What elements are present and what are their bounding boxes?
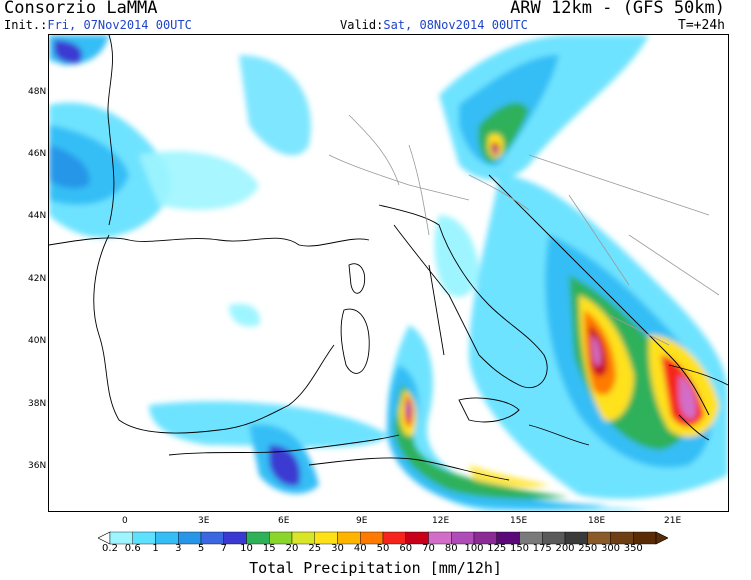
- colorbar-value: 150: [509, 543, 530, 554]
- valid-label: Valid:: [340, 18, 384, 32]
- lon-label: 3E: [198, 516, 210, 526]
- colorbar-value: 40: [353, 543, 367, 554]
- colorbar-value: 3: [175, 543, 182, 554]
- colorbar-value: 25: [308, 543, 322, 554]
- model-title: ARW 12km - (GFS 50km): [510, 0, 725, 18]
- colorbar-value: 10: [240, 543, 253, 554]
- colorbar-value: 50: [376, 543, 390, 554]
- lat-label: 42N: [28, 274, 47, 284]
- colorbar-value: 200: [555, 543, 575, 554]
- colorbar-value: 100: [464, 543, 484, 554]
- valid-value: Sat, 08Nov2014 00UTC: [383, 18, 528, 32]
- colorbar-value: 5: [197, 543, 205, 554]
- coastlines: [49, 35, 728, 481]
- lat-label: 46N: [28, 149, 47, 159]
- init-value: Fri, 07Nov2014 00UTC: [47, 18, 192, 32]
- colorbar-graphic: [97, 531, 669, 545]
- organization-title: Consorzio LaMMA: [4, 0, 158, 18]
- colorbar-label: Total Precipitation [mm/12h]: [249, 559, 502, 577]
- lon-label: 6E: [278, 516, 290, 526]
- colorbar-value: 1: [152, 543, 159, 554]
- colorbar-value: 0.2: [102, 543, 118, 554]
- colorbar-value: 300: [600, 543, 621, 554]
- colorbar-value: 175: [532, 543, 552, 554]
- colorbar-value: 7: [220, 543, 227, 554]
- colorbar-value: 70: [422, 543, 435, 554]
- precipitation-map: [48, 34, 729, 512]
- init-time: Init.:Fri, 07Nov2014 00UTC: [4, 18, 192, 32]
- colorbar-value: 60: [399, 543, 413, 554]
- colorbar-value: 30: [331, 543, 344, 554]
- init-label: Init.:: [4, 18, 48, 32]
- lon-label: 9E: [356, 516, 368, 526]
- lat-label: 36N: [28, 461, 47, 471]
- colorbar-value: 80: [444, 543, 458, 554]
- colorbar-value: 0.6: [124, 543, 141, 554]
- colorbar-value: 250: [578, 543, 598, 554]
- borders: [328, 114, 720, 346]
- colorbar-value: 20: [285, 543, 299, 554]
- colorbar-value: 125: [487, 543, 507, 554]
- lon-label: 0: [122, 516, 128, 526]
- precipitation-field: [49, 35, 728, 511]
- valid-time: Valid:Sat, 08Nov2014 00UTC: [340, 18, 528, 32]
- lat-label: 40N: [28, 336, 47, 346]
- lon-label: 12E: [432, 516, 450, 526]
- lat-label: 48N: [28, 87, 47, 97]
- colorbar-value: 350: [623, 543, 643, 554]
- lon-label: 21E: [664, 516, 682, 526]
- colorbar: [97, 530, 669, 549]
- lead-time: T=+24h: [678, 18, 725, 33]
- lon-label: 18E: [588, 516, 606, 526]
- map-graphic: [49, 35, 728, 511]
- lon-label: 15E: [510, 516, 528, 526]
- lat-label: 44N: [28, 211, 47, 221]
- colorbar-max-arrow: [655, 531, 669, 545]
- colorbar-value: 15: [262, 543, 276, 554]
- lat-label: 38N: [28, 399, 47, 409]
